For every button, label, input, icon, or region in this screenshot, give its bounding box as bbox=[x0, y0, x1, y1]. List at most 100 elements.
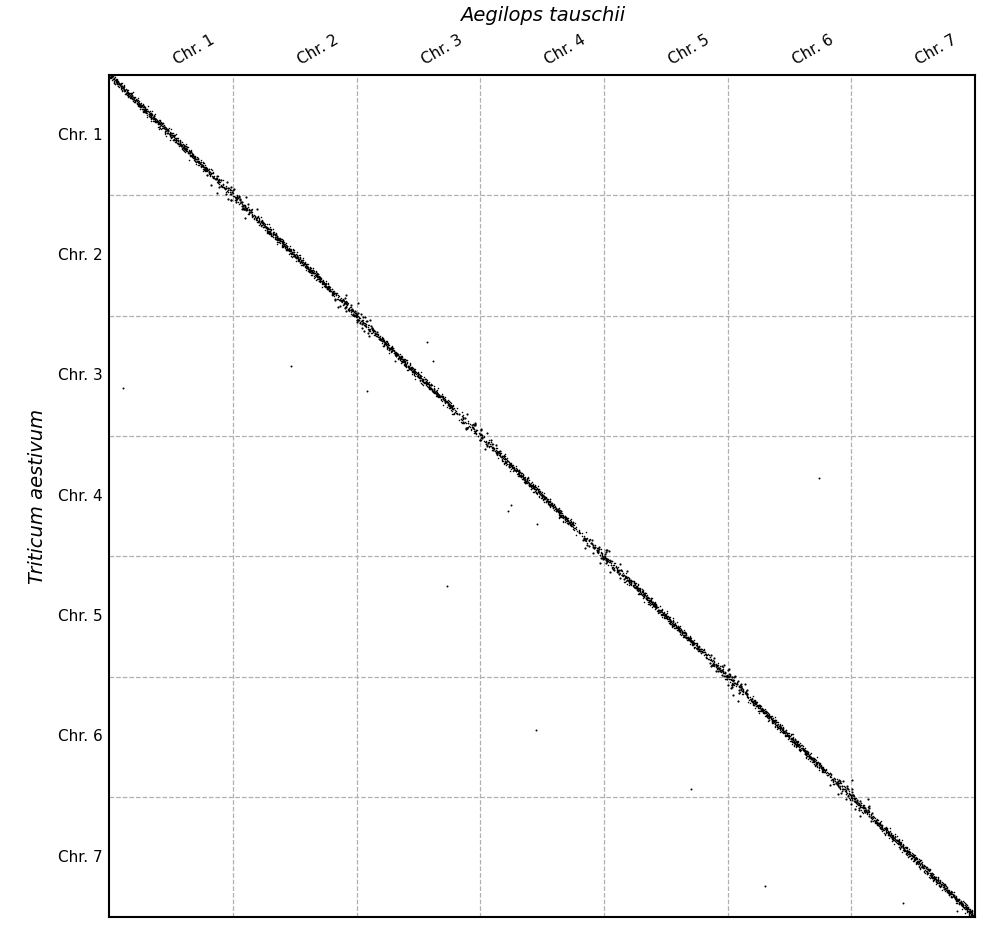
Point bbox=[671, 622, 687, 637]
Point bbox=[909, 855, 924, 870]
Point bbox=[301, 259, 317, 274]
Point bbox=[164, 127, 180, 142]
Point bbox=[305, 260, 321, 275]
Point bbox=[665, 616, 681, 631]
Point bbox=[755, 705, 771, 720]
Point bbox=[197, 160, 213, 175]
Point bbox=[420, 378, 436, 393]
Point bbox=[116, 80, 132, 95]
Point bbox=[199, 163, 215, 178]
Point bbox=[174, 139, 190, 154]
Point bbox=[660, 611, 676, 626]
Point bbox=[351, 310, 367, 325]
Point bbox=[894, 833, 910, 848]
Point bbox=[190, 154, 206, 169]
Point bbox=[414, 373, 430, 388]
Point bbox=[702, 652, 718, 667]
Point bbox=[172, 138, 188, 153]
Point bbox=[859, 806, 875, 821]
Point bbox=[838, 779, 854, 794]
Point bbox=[510, 464, 526, 479]
Point bbox=[917, 860, 933, 875]
Point bbox=[312, 273, 328, 288]
Point bbox=[701, 650, 717, 665]
Point bbox=[870, 817, 886, 832]
Point bbox=[888, 833, 904, 848]
Point bbox=[162, 126, 178, 141]
Point bbox=[367, 324, 383, 339]
Point bbox=[692, 644, 708, 659]
Point bbox=[924, 870, 940, 885]
Point bbox=[228, 190, 244, 205]
Point bbox=[625, 579, 641, 594]
Point bbox=[871, 817, 887, 832]
Point bbox=[324, 282, 340, 297]
Point bbox=[714, 665, 730, 680]
Point bbox=[427, 383, 443, 398]
Point bbox=[620, 573, 636, 588]
Point bbox=[886, 831, 902, 846]
Point bbox=[536, 489, 552, 504]
Point bbox=[232, 189, 248, 204]
Point bbox=[658, 609, 674, 624]
Point bbox=[675, 629, 691, 644]
Point bbox=[177, 139, 193, 154]
Point bbox=[557, 510, 573, 525]
Point bbox=[718, 667, 734, 682]
Point bbox=[739, 690, 754, 705]
Point bbox=[188, 152, 204, 167]
Point bbox=[717, 665, 733, 680]
Point bbox=[161, 121, 177, 136]
Point bbox=[890, 835, 906, 850]
Point bbox=[445, 406, 461, 421]
Point bbox=[599, 553, 615, 568]
Point bbox=[928, 873, 944, 888]
Point bbox=[532, 487, 548, 502]
Point bbox=[819, 768, 835, 782]
Point bbox=[321, 280, 337, 295]
Point bbox=[391, 349, 407, 364]
Point bbox=[298, 259, 314, 274]
Point bbox=[108, 74, 124, 89]
Point bbox=[630, 583, 646, 598]
Point bbox=[785, 736, 801, 751]
Point bbox=[186, 148, 202, 163]
Point bbox=[837, 783, 853, 798]
Point bbox=[238, 200, 253, 215]
Point bbox=[281, 242, 297, 257]
Point bbox=[261, 226, 277, 241]
Point bbox=[542, 493, 558, 508]
Point bbox=[609, 561, 625, 576]
Point bbox=[920, 863, 936, 878]
Point bbox=[634, 585, 650, 600]
Point bbox=[268, 232, 284, 247]
Point bbox=[228, 191, 244, 206]
Point bbox=[601, 564, 617, 579]
Point bbox=[328, 286, 344, 301]
Point bbox=[254, 213, 270, 228]
Point bbox=[901, 846, 916, 861]
Point bbox=[483, 440, 499, 455]
Point bbox=[771, 719, 787, 734]
Point bbox=[118, 85, 134, 100]
Point bbox=[226, 188, 242, 203]
Point bbox=[816, 762, 832, 777]
Point bbox=[414, 371, 430, 386]
Point bbox=[407, 367, 422, 382]
Point bbox=[516, 471, 532, 486]
Point bbox=[794, 742, 810, 757]
Point bbox=[678, 631, 694, 646]
Point bbox=[364, 320, 380, 335]
Point bbox=[676, 624, 692, 639]
Point bbox=[443, 400, 459, 415]
Point bbox=[564, 516, 580, 531]
Point bbox=[810, 760, 826, 775]
Point bbox=[360, 321, 376, 336]
Point bbox=[764, 713, 780, 728]
Point bbox=[488, 446, 504, 461]
Point bbox=[231, 189, 247, 204]
Point bbox=[465, 424, 481, 439]
Point bbox=[755, 706, 771, 721]
Point bbox=[619, 564, 635, 579]
Point bbox=[810, 757, 826, 772]
